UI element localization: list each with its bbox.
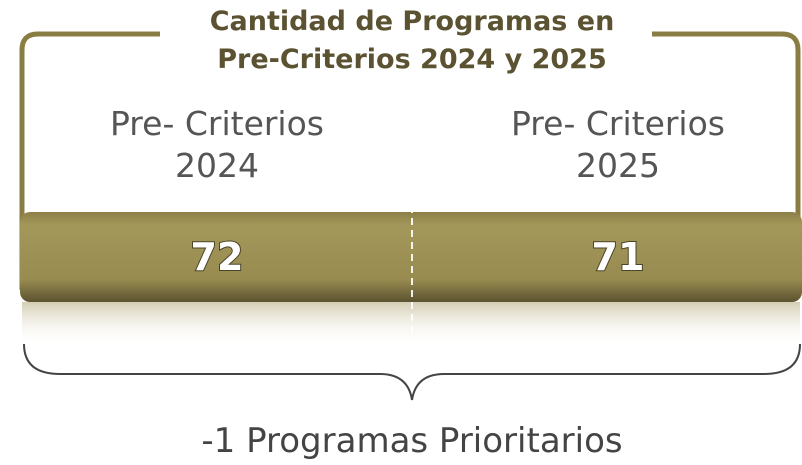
title-line: Cantidad de Programas en <box>210 6 615 37</box>
column-value: 72 <box>191 235 244 279</box>
column-label: 2025 <box>576 146 660 185</box>
column-label: 2024 <box>175 146 259 185</box>
footer: -1 Programas Prioritarios <box>201 421 622 461</box>
brace <box>23 343 801 401</box>
frame <box>19 31 801 290</box>
column-label: Pre- Criterios <box>110 104 324 143</box>
column-value: 71 <box>592 235 645 279</box>
title-line: Pre-Criterios 2024 y 2025 <box>217 44 607 75</box>
column-label: Pre- Criterios <box>511 104 725 143</box>
